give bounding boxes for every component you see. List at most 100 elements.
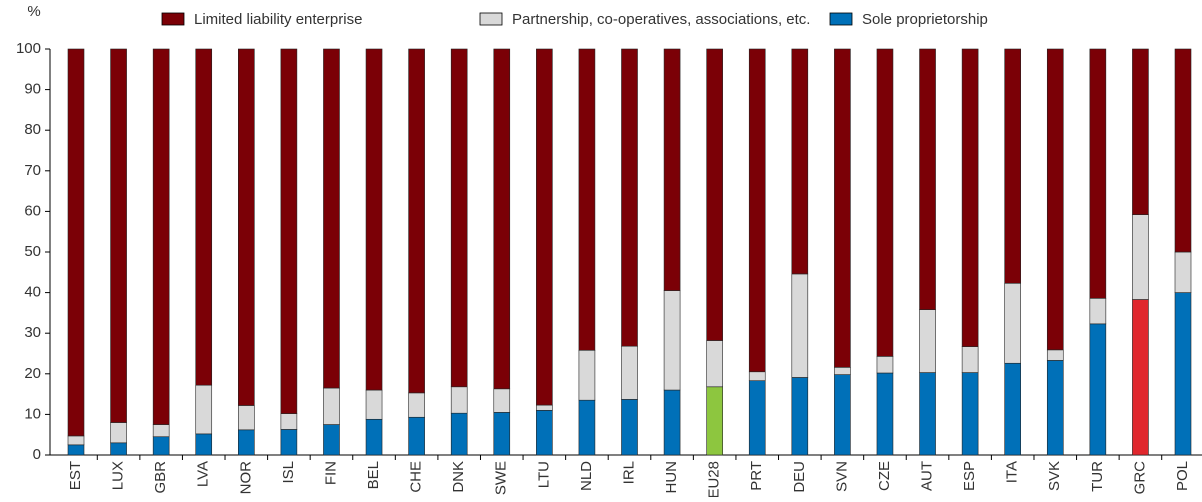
legend-label: Limited liability enterprise xyxy=(194,11,362,28)
bar-segment xyxy=(876,372,894,456)
x-tick-label: GRC xyxy=(1131,461,1148,495)
bar-segment xyxy=(493,48,511,390)
y-tick-label: 70 xyxy=(24,162,41,179)
bar-segment xyxy=(791,377,809,456)
bar-segment xyxy=(238,405,255,431)
bar-segment xyxy=(67,48,85,437)
bar-segment xyxy=(280,413,298,430)
bar-segment xyxy=(280,429,298,456)
bar-segment xyxy=(706,386,723,456)
legend-label: Sole proprietorship xyxy=(862,11,988,28)
bar-segment xyxy=(323,48,340,389)
bar-segment xyxy=(621,399,638,456)
x-tick-label: SVK xyxy=(1046,461,1063,491)
bar-segment xyxy=(493,412,511,456)
bar-segment xyxy=(238,48,255,406)
x-tick-label: SVN xyxy=(833,461,850,492)
x-tick-label: GBR xyxy=(152,461,169,494)
x-tick-label: ISL xyxy=(280,461,297,484)
bar-segment xyxy=(1089,48,1107,299)
x-tick-label: PRT xyxy=(748,461,765,491)
bar-segment xyxy=(919,48,936,310)
bar-segment xyxy=(663,389,681,456)
y-tick-label: 50 xyxy=(24,243,41,260)
bar-segment xyxy=(919,309,936,373)
bar-segment xyxy=(536,48,553,406)
bar-segment xyxy=(536,410,553,456)
bar-segment xyxy=(834,374,851,456)
bar-segment xyxy=(876,356,894,374)
bar-segment xyxy=(961,372,979,456)
y-tick-label: 10 xyxy=(24,405,41,422)
x-tick-label: LUX xyxy=(110,461,127,490)
y-tick-label: 30 xyxy=(24,324,41,341)
y-tick-label: 60 xyxy=(24,202,41,219)
bar-segment xyxy=(1132,214,1149,300)
bar-segment xyxy=(152,436,170,456)
bar-segment xyxy=(408,392,425,418)
bar-segment xyxy=(621,345,638,400)
x-tick-label: CHE xyxy=(408,461,425,493)
x-tick-label: IRL xyxy=(620,461,637,484)
x-tick-label: DEU xyxy=(791,461,808,493)
y-tick-label: 40 xyxy=(24,284,41,301)
bar-segment xyxy=(152,424,170,438)
legend-swatch xyxy=(161,12,185,26)
bar-segment xyxy=(706,48,723,341)
x-tick-label: HUN xyxy=(663,461,680,494)
bar-segment xyxy=(876,48,894,357)
bar-segment xyxy=(195,384,213,435)
x-tick-label: DNK xyxy=(450,461,467,493)
bar-segment xyxy=(110,422,127,444)
bar-segment xyxy=(663,48,681,291)
bar-segment xyxy=(536,404,553,411)
bar-segment xyxy=(110,442,127,456)
y-tick-label: 20 xyxy=(24,365,41,382)
x-tick-label: NLD xyxy=(578,461,595,491)
bar-segment xyxy=(961,346,979,373)
bar-segment xyxy=(1174,292,1192,456)
legend-label: Partnership, co-operatives, associations… xyxy=(512,11,810,28)
bar-segment xyxy=(493,388,511,413)
bar-segment xyxy=(1174,251,1192,293)
bar-segment xyxy=(365,418,383,456)
bar-segment xyxy=(961,48,979,347)
bar-segment xyxy=(748,380,766,456)
bar-segment xyxy=(365,48,383,391)
bar-segment xyxy=(748,371,766,382)
bar-segment xyxy=(834,367,851,375)
y-tick-label: 100 xyxy=(16,40,41,57)
x-tick-label: POL xyxy=(1174,461,1191,491)
x-tick-label: CZE xyxy=(876,461,893,491)
bar-segment xyxy=(1046,360,1064,456)
bar-segment xyxy=(1004,48,1021,284)
bar-segment xyxy=(67,444,85,456)
x-tick-label: BEL xyxy=(365,461,382,489)
bar-segment xyxy=(919,372,936,456)
bar-segment xyxy=(1046,48,1064,351)
bar-segment xyxy=(1132,48,1149,215)
bar-segment xyxy=(195,48,213,386)
x-tick-label: EST xyxy=(67,461,84,490)
bar-segment xyxy=(110,48,127,423)
bar-segment xyxy=(323,424,340,456)
bar-segment xyxy=(1089,297,1107,325)
legend-swatch xyxy=(829,12,853,26)
x-tick-label: FIN xyxy=(322,461,339,485)
bar-segment xyxy=(578,399,596,456)
legend-swatch xyxy=(479,12,503,26)
bar-segment xyxy=(1004,282,1021,364)
bar-segment xyxy=(408,48,425,394)
x-tick-label: NOR xyxy=(237,461,254,495)
bar-segment xyxy=(1174,48,1192,253)
bar-segment xyxy=(621,48,638,347)
y-tick-label: 80 xyxy=(24,121,41,138)
x-tick-label: AUT xyxy=(919,461,936,491)
y-tick-label: 0 xyxy=(33,446,41,463)
bar-segment xyxy=(450,412,468,456)
bar-segment xyxy=(195,433,213,456)
bar-segment xyxy=(450,386,468,414)
bar-segment xyxy=(408,416,425,456)
bar-segment xyxy=(1004,362,1021,456)
